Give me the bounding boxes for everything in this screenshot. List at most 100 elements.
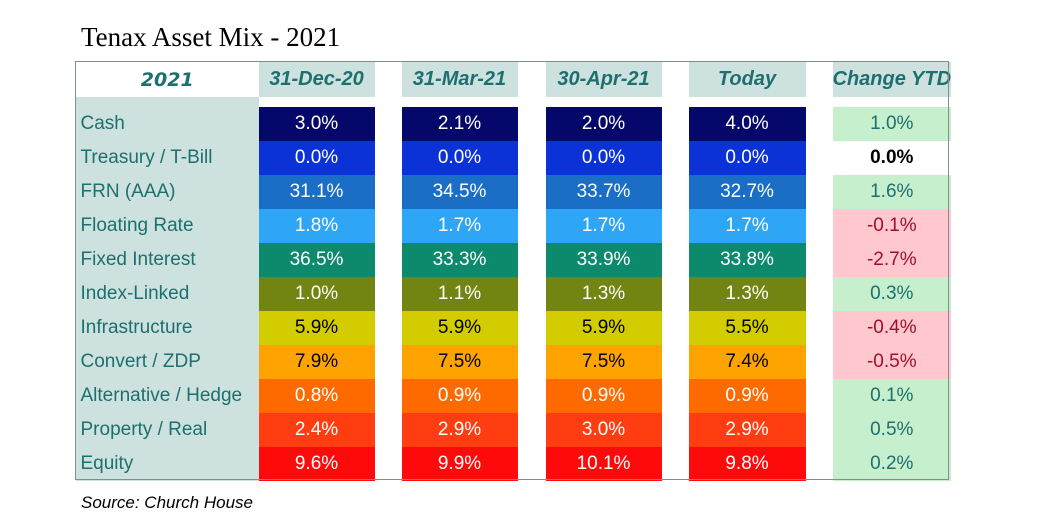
column-gap xyxy=(805,243,833,277)
change-ytd-cell: -2.7% xyxy=(832,243,952,277)
column-gap xyxy=(374,61,402,97)
value-cell: 7.4% xyxy=(688,345,806,379)
value-cell: 32.7% xyxy=(688,175,806,209)
column-gap xyxy=(805,413,833,447)
column-gap xyxy=(661,447,689,481)
column-gap xyxy=(805,379,833,413)
value-cell: 5.5% xyxy=(688,311,806,345)
column-header: 31-Dec-20 xyxy=(258,61,375,97)
chart-title: Tenax Asset Mix - 2021 xyxy=(81,22,341,52)
value-cell: 3.0% xyxy=(545,413,662,447)
column-gap xyxy=(805,447,833,481)
column-gap xyxy=(661,61,689,97)
change-ytd-cell: 1.0% xyxy=(832,107,952,141)
column-gap xyxy=(517,379,546,413)
value-cell: 1.1% xyxy=(401,277,518,311)
column-gap xyxy=(805,209,833,243)
column-gap xyxy=(805,61,833,97)
value-cell: 33.7% xyxy=(545,175,662,209)
value-cell: 0.8% xyxy=(258,379,375,413)
column-gap xyxy=(374,413,402,447)
column-gap xyxy=(805,175,833,209)
header-row: 2021 31-Dec-20 31-Mar-21 30-Apr-21 Today Chan… xyxy=(75,61,952,97)
column-gap xyxy=(517,209,546,243)
column-gap xyxy=(805,345,833,379)
row-label: Treasury / T-Bill xyxy=(75,141,259,175)
change-ytd-cell: 0.1% xyxy=(832,379,952,413)
row-label: Convert / ZDP xyxy=(75,345,259,379)
table-row: Treasury / T-Bill 0.0% 0.0% 0.0% 0.0% 0.0% xyxy=(75,141,952,175)
change-ytd-cell: 0.0% xyxy=(832,141,952,175)
row-label: Cash xyxy=(75,107,259,141)
column-gap xyxy=(661,175,689,209)
column-gap xyxy=(661,107,689,141)
column-gap xyxy=(517,175,546,209)
column-gap xyxy=(374,175,402,209)
corner-year-label: 2021 xyxy=(75,61,259,97)
table-row: Fixed Interest 36.5% 33.3% 33.9% 33.8% -2.7% xyxy=(75,243,952,277)
table-row: Cash 3.0% 2.1% 2.0% 4.0% 1.0% xyxy=(75,107,952,141)
value-cell: 1.3% xyxy=(545,277,662,311)
column-gap xyxy=(661,243,689,277)
value-cell: 31.1% xyxy=(258,175,375,209)
value-cell: 33.8% xyxy=(688,243,806,277)
column-header: 31-Mar-21 xyxy=(401,61,518,97)
value-cell: 7.5% xyxy=(401,345,518,379)
row-label: Property / Real xyxy=(75,413,259,447)
column-gap xyxy=(374,379,402,413)
column-gap xyxy=(374,447,402,481)
value-cell: 5.9% xyxy=(258,311,375,345)
change-ytd-cell: -0.1% xyxy=(832,209,952,243)
column-gap xyxy=(374,277,402,311)
value-cell: 4.0% xyxy=(688,107,806,141)
table-row: Index-Linked 1.0% 1.1% 1.3% 1.3% 0.3% xyxy=(75,277,952,311)
column-gap xyxy=(661,277,689,311)
value-cell: 0.9% xyxy=(401,379,518,413)
value-cell: 3.0% xyxy=(258,107,375,141)
column-gap xyxy=(517,311,546,345)
row-label: Floating Rate xyxy=(75,209,259,243)
table-row: Convert / ZDP 7.9% 7.5% 7.5% 7.4% -0.5% xyxy=(75,345,952,379)
change-ytd-cell: -0.5% xyxy=(832,345,952,379)
column-gap xyxy=(661,379,689,413)
column-gap xyxy=(374,209,402,243)
asset-mix-table: 2021 31-Dec-20 31-Mar-21 30-Apr-21 Today Chan… xyxy=(75,61,952,481)
column-gap xyxy=(805,141,833,175)
column-gap xyxy=(374,243,402,277)
value-cell: 1.7% xyxy=(401,209,518,243)
value-cell: 0.0% xyxy=(401,141,518,175)
header-spacer xyxy=(75,97,952,107)
column-gap xyxy=(661,413,689,447)
column-header: Change YTD xyxy=(832,61,952,97)
table-row: Equity 9.6% 9.9% 10.1% 9.8% 0.2% xyxy=(75,447,952,481)
column-gap xyxy=(517,413,546,447)
value-cell: 36.5% xyxy=(258,243,375,277)
row-label: Fixed Interest xyxy=(75,243,259,277)
value-cell: 1.3% xyxy=(688,277,806,311)
row-label: Alternative / Hedge xyxy=(75,379,259,413)
row-label: Infrastructure xyxy=(75,311,259,345)
value-cell: 5.9% xyxy=(545,311,662,345)
value-cell: 9.9% xyxy=(401,447,518,481)
value-cell: 10.1% xyxy=(545,447,662,481)
value-cell: 1.7% xyxy=(688,209,806,243)
value-cell: 0.0% xyxy=(258,141,375,175)
row-label: Index-Linked xyxy=(75,277,259,311)
value-cell: 7.9% xyxy=(258,345,375,379)
row-label: FRN (AAA) xyxy=(75,175,259,209)
column-gap xyxy=(374,141,402,175)
change-ytd-cell: 1.6% xyxy=(832,175,952,209)
column-gap xyxy=(661,311,689,345)
column-gap xyxy=(517,243,546,277)
value-cell: 33.9% xyxy=(545,243,662,277)
value-cell: 0.0% xyxy=(545,141,662,175)
column-gap xyxy=(517,277,546,311)
column-gap xyxy=(805,107,833,141)
table-row: Property / Real 2.4% 2.9% 3.0% 2.9% 0.5% xyxy=(75,413,952,447)
column-header: Today xyxy=(688,61,806,97)
change-ytd-cell: 0.2% xyxy=(832,447,952,481)
change-ytd-cell: 0.5% xyxy=(832,413,952,447)
column-gap xyxy=(805,311,833,345)
value-cell: 9.6% xyxy=(258,447,375,481)
table-row: FRN (AAA) 31.1% 34.5% 33.7% 32.7% 1.6% xyxy=(75,175,952,209)
